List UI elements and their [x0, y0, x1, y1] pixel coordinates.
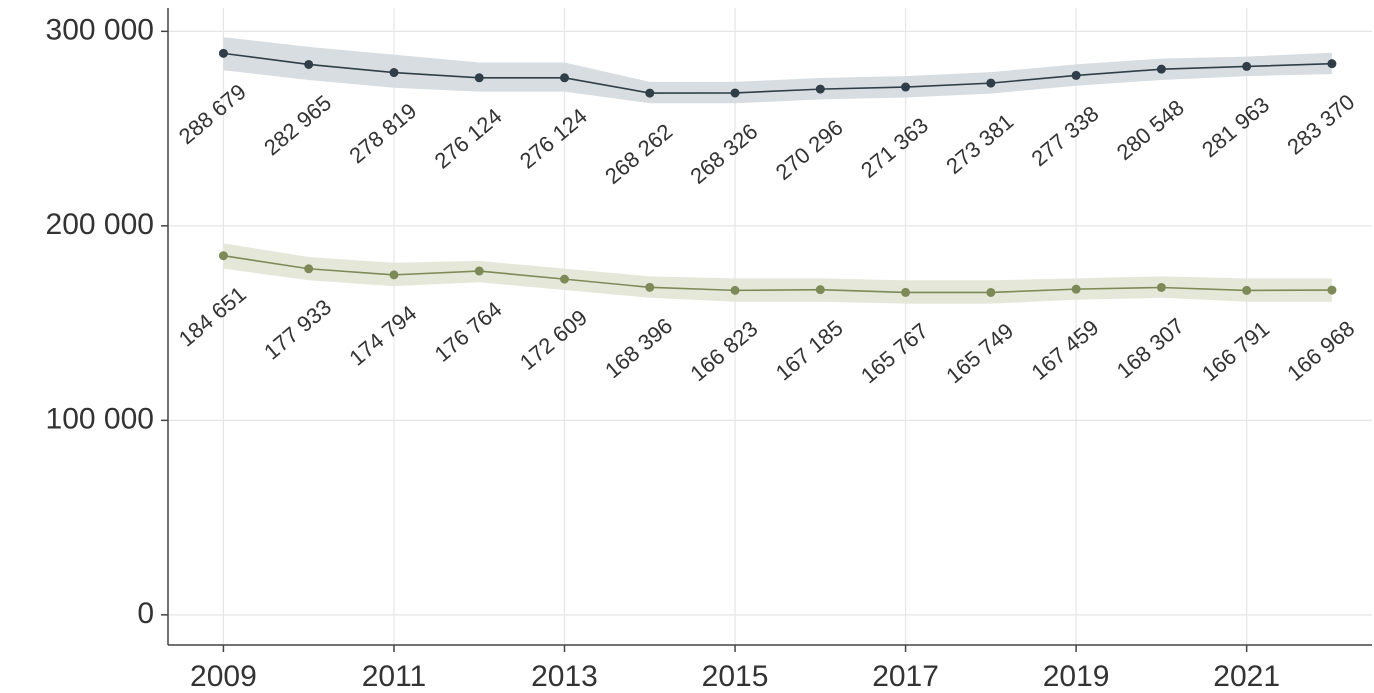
point	[1327, 285, 1337, 295]
data-label: 288 679	[174, 79, 251, 149]
data-label: 165 749	[941, 318, 1018, 388]
point	[1327, 59, 1337, 69]
point	[815, 285, 825, 295]
point	[1156, 64, 1166, 74]
point	[901, 287, 911, 297]
x-tick-label: 2015	[702, 660, 769, 693]
data-label: 168 396	[600, 313, 677, 383]
data-label: 276 124	[430, 103, 507, 173]
point	[560, 274, 570, 284]
point	[474, 266, 484, 276]
data-label: 270 296	[771, 115, 848, 185]
point	[645, 88, 655, 98]
data-label: 166 968	[1282, 316, 1359, 386]
y-tick-label: 100 000	[46, 402, 154, 435]
x-tick-label: 2017	[872, 660, 939, 693]
data-label: 176 764	[430, 297, 507, 367]
data-label: 281 963	[1197, 92, 1274, 162]
point	[901, 82, 911, 92]
point	[1156, 282, 1166, 292]
data-label: 278 819	[344, 98, 421, 168]
x-tick-label: 2021	[1213, 660, 1280, 693]
data-label: 167 459	[1027, 315, 1104, 385]
point	[1242, 285, 1252, 295]
point	[389, 68, 399, 78]
data-label: 165 767	[856, 318, 933, 388]
data-label: 166 791	[1197, 316, 1274, 386]
point	[645, 282, 655, 292]
x-tick-label: 2013	[531, 660, 598, 693]
point	[815, 84, 825, 94]
point	[730, 285, 740, 295]
y-tick-label: 200 000	[46, 208, 154, 241]
x-tick-label: 2009	[190, 660, 257, 693]
data-label: 268 262	[600, 119, 677, 189]
y-tick-label: 300 000	[46, 13, 154, 46]
point	[730, 88, 740, 98]
y-tick-label: 0	[137, 597, 154, 630]
point	[560, 73, 570, 83]
point	[389, 270, 399, 280]
data-label: 167 185	[771, 315, 848, 385]
point	[218, 48, 228, 58]
data-label: 177 933	[259, 294, 336, 364]
data-label: 282 965	[259, 90, 336, 160]
data-label: 271 363	[856, 113, 933, 183]
data-label: 283 370	[1282, 89, 1359, 159]
data-label: 280 548	[1112, 95, 1189, 165]
series-line	[223, 52, 1332, 94]
point	[474, 73, 484, 83]
point	[1242, 61, 1252, 71]
point	[304, 59, 314, 69]
data-label: 172 609	[515, 305, 592, 375]
x-tick-label: 2019	[1043, 660, 1110, 693]
confidence-band	[223, 37, 1332, 104]
data-label: 184 651	[174, 281, 251, 351]
data-label: 174 794	[344, 300, 421, 370]
data-label: 168 307	[1112, 313, 1189, 383]
point	[1071, 70, 1081, 80]
data-label: 276 124	[515, 103, 592, 173]
point	[986, 287, 996, 297]
data-label: 268 326	[685, 119, 762, 189]
data-label: 277 338	[1027, 101, 1104, 171]
point	[1071, 284, 1081, 294]
data-label: 166 823	[685, 316, 762, 386]
confidence-band	[223, 243, 1332, 304]
point	[986, 78, 996, 88]
point	[218, 251, 228, 261]
series-line	[223, 254, 1332, 294]
point	[304, 264, 314, 274]
data-label: 273 381	[941, 109, 1018, 179]
x-tick-label: 2011	[362, 660, 427, 693]
